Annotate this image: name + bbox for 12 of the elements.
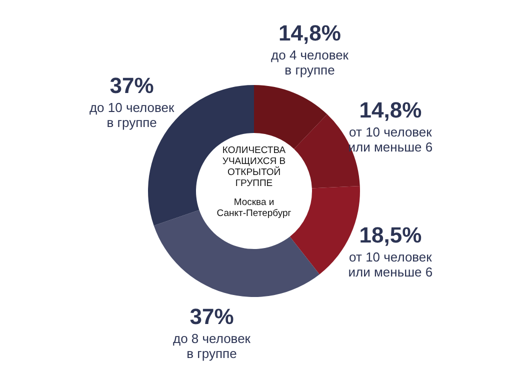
text: КОЛИЧЕСТВА УЧАЩИХСЯ В ОТКРЫТОЙ ГРУППЕ: [222, 145, 286, 189]
data-label: 37%: [110, 72, 154, 98]
slice-label: до 10 человек в группе: [89, 100, 174, 130]
slice-label: до 4 человек в группе: [271, 48, 349, 78]
slice-label: от 10 человек или меньше 6: [348, 249, 433, 280]
donut-slice: [154, 210, 320, 297]
slice-label: до 8 человек в группе: [173, 330, 251, 361]
data-label: 14,8%: [359, 98, 422, 123]
data-label: 14,8%: [278, 20, 341, 46]
data-label: 18,5%: [359, 222, 422, 248]
text: Москва и Санкт-Петербург: [216, 197, 292, 219]
data-label: 37%: [190, 304, 234, 329]
